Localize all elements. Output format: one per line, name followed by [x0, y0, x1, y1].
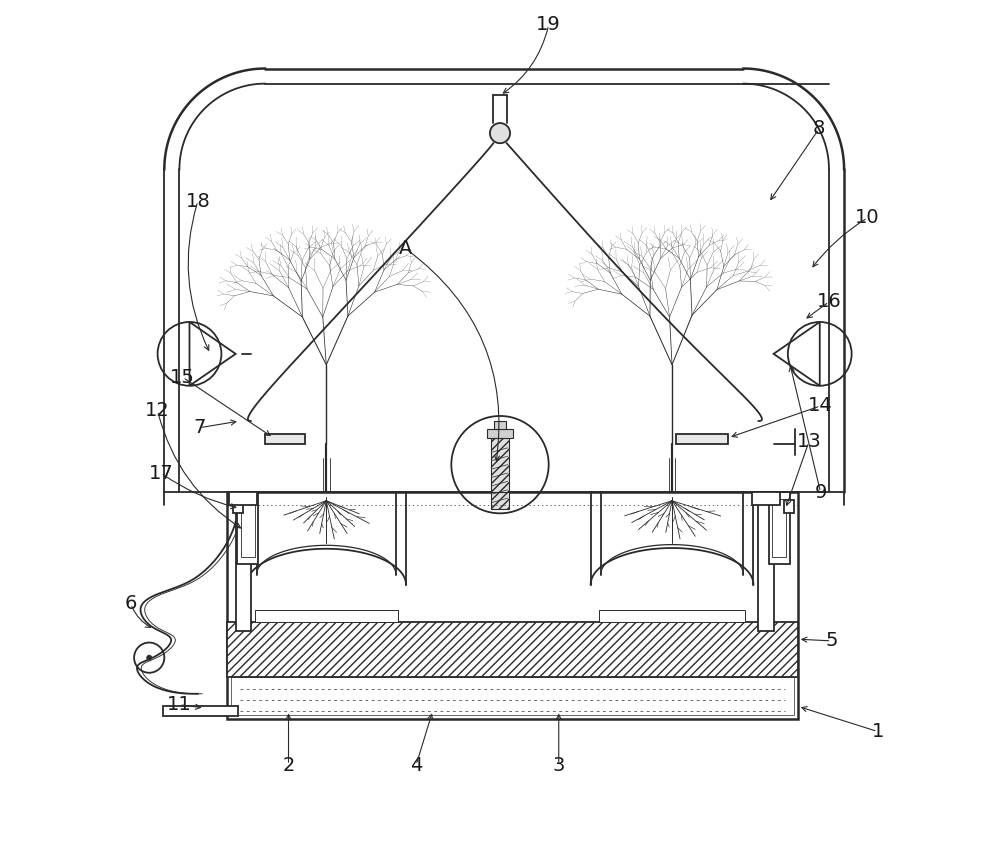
Bar: [236, 493, 251, 631]
Bar: [233, 500, 243, 514]
Bar: [229, 493, 257, 505]
Text: 16: 16: [817, 292, 841, 312]
Bar: [265, 434, 305, 445]
Bar: [237, 493, 258, 563]
Bar: [752, 493, 780, 505]
Bar: [163, 706, 238, 717]
Bar: [231, 677, 794, 715]
Bar: [676, 434, 728, 445]
Text: 12: 12: [145, 402, 170, 420]
Bar: [227, 622, 798, 677]
Bar: [241, 499, 255, 557]
Text: 10: 10: [855, 209, 880, 227]
Circle shape: [490, 123, 510, 143]
Text: 1: 1: [871, 722, 884, 741]
Text: A: A: [399, 239, 413, 258]
Text: 6: 6: [125, 594, 137, 614]
Bar: [494, 421, 506, 429]
Text: 17: 17: [149, 464, 173, 482]
Bar: [772, 499, 786, 557]
Text: 9: 9: [814, 482, 827, 502]
Text: 18: 18: [186, 192, 210, 210]
Text: 3: 3: [553, 755, 565, 775]
Bar: [758, 493, 774, 631]
Text: 7: 7: [193, 418, 206, 437]
Text: 19: 19: [536, 15, 561, 35]
Text: 14: 14: [808, 397, 833, 415]
Text: 15: 15: [170, 368, 195, 386]
Text: 4: 4: [410, 755, 422, 775]
Bar: [227, 493, 798, 719]
Circle shape: [147, 655, 152, 660]
Text: 2: 2: [282, 755, 295, 775]
Bar: [599, 610, 745, 622]
Bar: [255, 610, 398, 622]
Text: 13: 13: [796, 433, 821, 451]
Bar: [487, 429, 513, 438]
Text: 8: 8: [813, 120, 825, 138]
Bar: [491, 438, 509, 509]
Bar: [769, 493, 790, 563]
Bar: [784, 500, 794, 514]
Text: 11: 11: [167, 695, 192, 714]
Text: 5: 5: [825, 632, 838, 650]
